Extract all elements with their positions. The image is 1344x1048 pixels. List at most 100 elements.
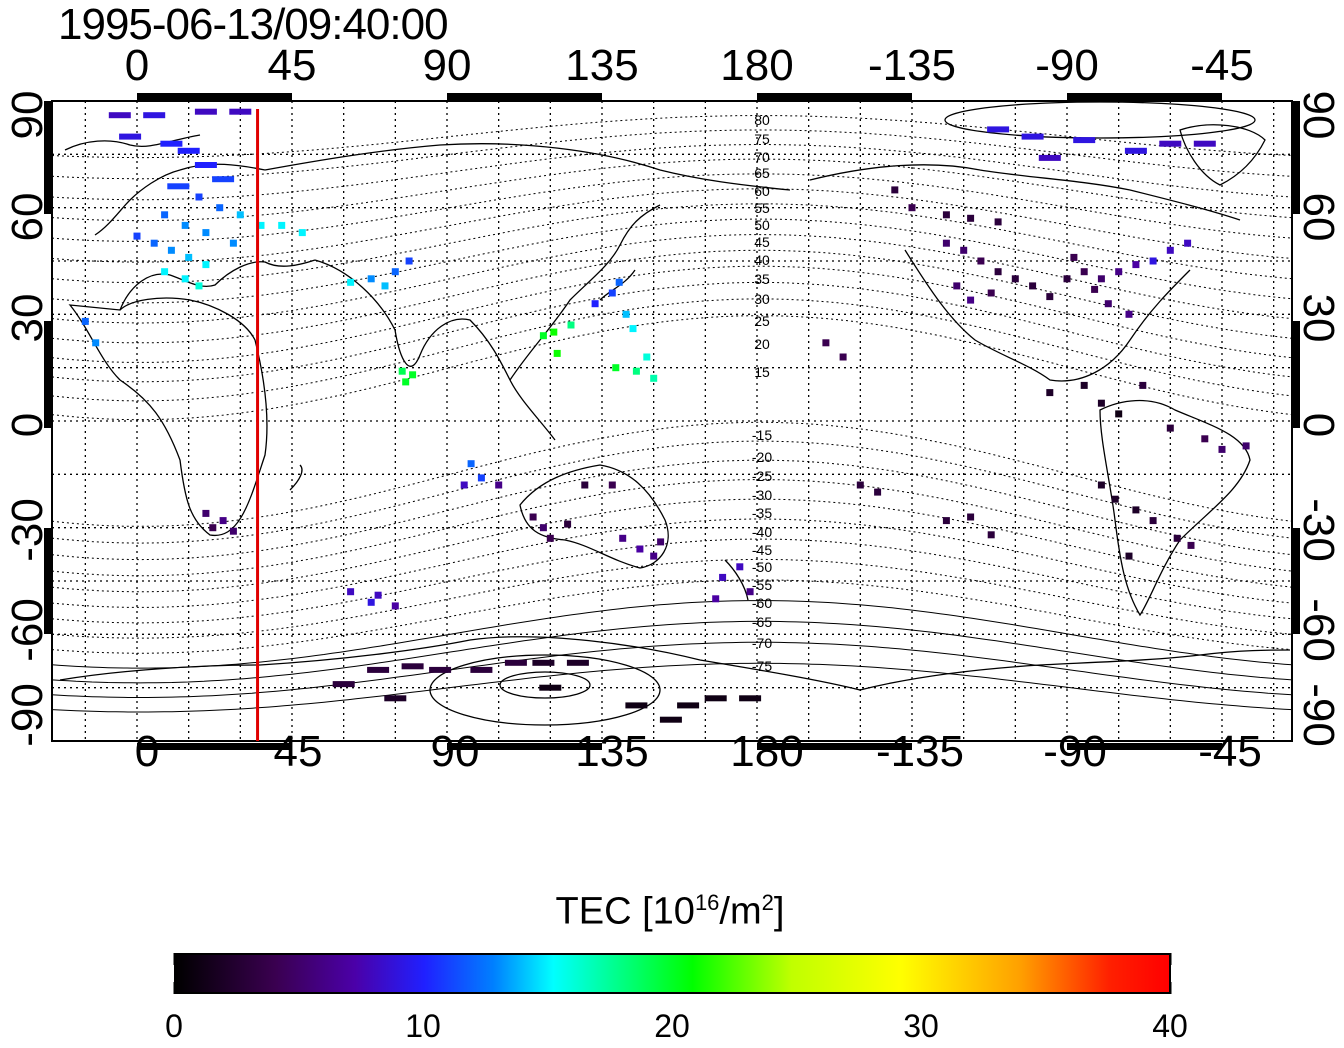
tec-point: [401, 663, 424, 670]
magnetic-contour: [52, 538, 1292, 624]
timestamp-title: 1995-06-13/09:40:00: [58, 0, 449, 49]
magnetic-contour: [52, 440, 1292, 544]
lon-top-label: 45: [267, 41, 317, 90]
tec-point: [195, 193, 203, 201]
tec-point: [1218, 445, 1226, 453]
contour-label: -60: [752, 595, 772, 611]
axis-border-bars: [44, 93, 1300, 750]
lat-left-label: -90: [3, 683, 52, 747]
tec-point: [1201, 435, 1209, 443]
tec-point: [1124, 147, 1147, 154]
contour-label: 35: [754, 271, 770, 287]
tec-point: [1115, 268, 1123, 276]
lon-top-label: 90: [422, 41, 472, 90]
tec-point: [1115, 410, 1123, 418]
tec-point: [994, 268, 1002, 276]
lat-left-label: -30: [3, 498, 52, 562]
tec-point: [229, 527, 237, 535]
tec-point: [650, 552, 658, 560]
lon-bottom-label: -45: [1198, 727, 1262, 776]
colorbar-title: TEC [1016/m2]: [555, 890, 785, 933]
tec-point: [504, 659, 527, 666]
lon-top-label: 135: [565, 41, 639, 90]
tec-point: [622, 310, 630, 318]
tec-point: [632, 367, 640, 375]
tec-point: [987, 531, 995, 539]
tec-point: [133, 232, 141, 240]
tec-point: [987, 289, 995, 297]
tec-point: [194, 162, 217, 168]
tec-point: [659, 716, 682, 723]
contour-label: 55: [754, 200, 770, 216]
tec-point: [987, 126, 1010, 133]
tec-point: [839, 353, 847, 361]
magnetic-contour: [52, 421, 1292, 527]
tec-point: [332, 681, 355, 688]
lat-right-label: 0: [1294, 412, 1343, 438]
tec-point: [202, 509, 210, 517]
tec-point: [398, 367, 406, 375]
lat-right-label: -60: [1294, 598, 1343, 662]
contour-label: 70: [754, 149, 770, 165]
contour-label: -35: [752, 505, 772, 521]
tec-point: [1139, 381, 1147, 389]
tec-point: [161, 268, 169, 276]
magnetic-contour: [52, 249, 1292, 344]
tec-point: [891, 186, 899, 194]
colorbar-tick-label: 0: [165, 1008, 183, 1044]
tec-point: [381, 282, 389, 290]
tec-point: [608, 481, 616, 489]
contour-label: 20: [754, 336, 770, 352]
tec-point: [1187, 541, 1195, 549]
contour-label: -30: [752, 487, 772, 503]
lon-bottom-label: 90: [430, 727, 480, 776]
tec-point: [150, 239, 158, 247]
graticule-grid: [52, 101, 1292, 741]
tec-point: [160, 140, 183, 147]
tec-point: [1173, 534, 1181, 542]
tec-point: [550, 328, 558, 336]
contour-label: 80: [754, 112, 770, 128]
tec-point: [1149, 257, 1157, 265]
lon-bottom-label: -135: [875, 727, 965, 776]
tec-point: [1021, 133, 1044, 140]
tec-point: [1193, 140, 1216, 147]
lon-bottom-label: 135: [575, 727, 649, 776]
tec-point: [942, 239, 950, 247]
tec-point: [81, 317, 89, 325]
contour-label: 45: [754, 234, 770, 250]
tec-point: [977, 257, 985, 265]
tec-point: [967, 513, 975, 521]
lon-bottom-label: 180: [730, 727, 804, 776]
tec-point: [942, 517, 950, 525]
contour-label: 15: [754, 364, 770, 380]
tec-point: [739, 695, 762, 702]
tec-point: [391, 268, 399, 276]
tec-point: [657, 538, 665, 546]
tec-point: [967, 296, 975, 304]
tec-point: [229, 108, 252, 115]
tec-point: [1038, 154, 1061, 161]
tec-point: [553, 349, 561, 357]
tec-point: [1111, 495, 1119, 503]
tec-point: [402, 378, 410, 386]
magnetic-contour: [52, 315, 1292, 421]
tec-point: [591, 300, 599, 308]
contour-label: 65: [754, 165, 770, 181]
tec-point: [643, 353, 651, 361]
lon-bottom-label: 0: [134, 727, 160, 776]
magnetic-contour: [52, 498, 1292, 593]
tec-point: [429, 666, 452, 673]
coastlines: [59, 101, 1291, 726]
tec-point: [1080, 381, 1088, 389]
magnetic-contour: [52, 298, 1292, 402]
tec-point: [615, 278, 623, 286]
tec-point: [625, 702, 648, 709]
tec-point: [167, 246, 175, 254]
tec-point: [1097, 399, 1105, 407]
tec-point: [202, 229, 210, 237]
magnetic-contour: [52, 518, 1292, 608]
tec-point: [1070, 253, 1078, 261]
tec-point: [298, 229, 306, 237]
